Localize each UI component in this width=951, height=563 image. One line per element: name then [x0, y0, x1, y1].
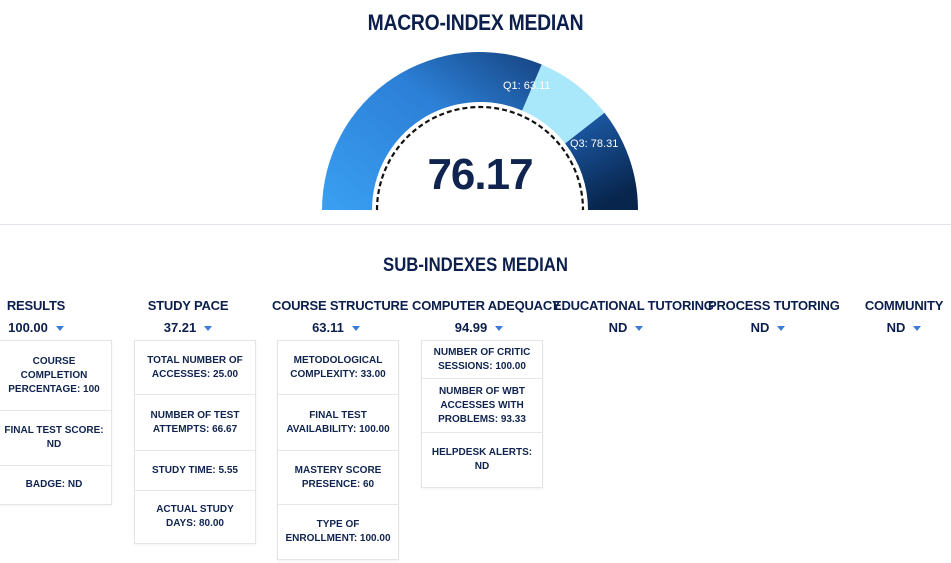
dropdown-value: ND — [608, 320, 628, 335]
dropdown-value: ND — [750, 320, 770, 335]
list-item: STUDY TIME: 5.55 — [135, 451, 255, 491]
gauge-inner-dashed-arc — [375, 105, 585, 211]
caret-down-icon[interactable] — [913, 326, 922, 332]
value-dropdown[interactable]: 100.00 — [0, 320, 72, 336]
list-item: FINAL TEST AVAILABILITY: 100.00 — [278, 395, 398, 451]
column-community: COMMUNITY ND — [862, 298, 946, 336]
column-title: PROCESS TUTORING — [708, 298, 840, 313]
column-course-structure: COURSE STRUCTURE 63.11 — [272, 298, 409, 336]
caret-down-icon[interactable] — [495, 326, 504, 332]
caret-down-icon[interactable] — [351, 326, 360, 332]
list-item: ACTUAL STUDY DAYS: 80.00 — [156, 504, 234, 529]
caret-down-icon[interactable] — [204, 326, 213, 332]
dropdown-value: 37.21 — [163, 320, 197, 335]
column-computer-adequacy: COMPUTER ADEQUACY 94.99 — [412, 298, 561, 336]
value-dropdown[interactable]: ND — [708, 320, 828, 336]
value-dropdown[interactable]: ND — [553, 320, 699, 336]
list-item: TOTAL NUMBER OF ACCESSES: 25.00 — [135, 341, 255, 395]
column-process-tutoring: PROCESS TUTORING ND — [708, 298, 840, 336]
gauge-arc-segment-low — [322, 52, 542, 211]
study-pace-card: TOTAL NUMBER OF ACCESSES: 25.00 NUMBER O… — [134, 340, 256, 544]
dropdown-value: 100.00 — [8, 320, 48, 335]
list-item: MASTERY SCORE PRESENCE: 60 — [278, 451, 398, 505]
dropdown-value: ND — [886, 320, 906, 335]
column-title: COMPUTER ADEQUACY — [412, 298, 561, 313]
course-structure-card: METODOLOGICAL COMPLEXITY: 33.00 FINAL TE… — [277, 340, 399, 560]
value-dropdown[interactable]: ND — [862, 320, 946, 336]
list-item: NUMBER OF CRITIC SESSIONS: 100.00 — [422, 341, 542, 379]
caret-down-icon[interactable] — [777, 326, 786, 332]
section-divider — [0, 224, 951, 225]
macro-index-value: 76.17 — [427, 150, 533, 199]
list-item: BADGE: ND — [25, 479, 83, 490]
computer-adequacy-card: NUMBER OF CRITIC SESSIONS: 100.00 NUMBER… — [421, 340, 543, 488]
macro-index-gauge: Q1: 63.11 Q3: 78.31 — [322, 52, 638, 211]
column-title: COURSE STRUCTURE — [272, 298, 409, 313]
list-item: METODOLOGICAL COMPLEXITY: 33.00 — [278, 341, 398, 395]
value-dropdown[interactable]: 94.99 — [412, 320, 546, 336]
dropdown-value: 63.11 — [312, 320, 344, 335]
column-educational-tutoring: EDUCATIONAL TUTORING ND — [553, 298, 714, 336]
gauge-label-q3: Q3: 78.31 — [570, 138, 618, 150]
list-item: COURSE COMPLETION PERCENTAGE: 100 — [0, 341, 111, 411]
list-item: NUMBER OF TEST ATTEMPTS: 66.67 — [135, 395, 255, 451]
column-study-pace: STUDY PACE 37.21 — [138, 298, 238, 336]
macro-index-title: MACRO-INDEX MEDIAN — [367, 10, 584, 35]
caret-down-icon[interactable] — [635, 326, 644, 332]
column-title: EDUCATIONAL TUTORING — [553, 298, 714, 313]
list-item: HELPDESK ALERTS: ND — [431, 447, 533, 472]
results-card: COURSE COMPLETION PERCENTAGE: 100 FINAL … — [0, 340, 112, 505]
list-item: TYPE OF ENROLLMENT: 100.00 — [285, 519, 391, 544]
list-item: NUMBER OF WBT ACCESSES WITH PROBLEMS: 93… — [422, 379, 542, 433]
caret-down-icon[interactable] — [55, 326, 64, 332]
column-title: RESULTS — [6, 298, 66, 313]
gauge-arc-segment-high — [565, 112, 638, 210]
column-results: RESULTS 100.00 — [0, 298, 72, 336]
value-dropdown[interactable]: 37.21 — [138, 320, 238, 336]
value-dropdown[interactable]: 63.11 — [272, 320, 400, 336]
dropdown-value: 94.99 — [454, 320, 488, 335]
gauge-label-q1: Q1: 63.11 — [503, 80, 551, 92]
sub-indexes-title: SUB-INDEXES MEDIAN — [383, 255, 568, 276]
column-title: COMMUNITY — [864, 298, 944, 313]
column-title: STUDY PACE — [147, 298, 229, 313]
list-item: FINAL TEST SCORE: ND — [0, 411, 111, 466]
gauge-arc-segment-mid — [522, 64, 605, 144]
